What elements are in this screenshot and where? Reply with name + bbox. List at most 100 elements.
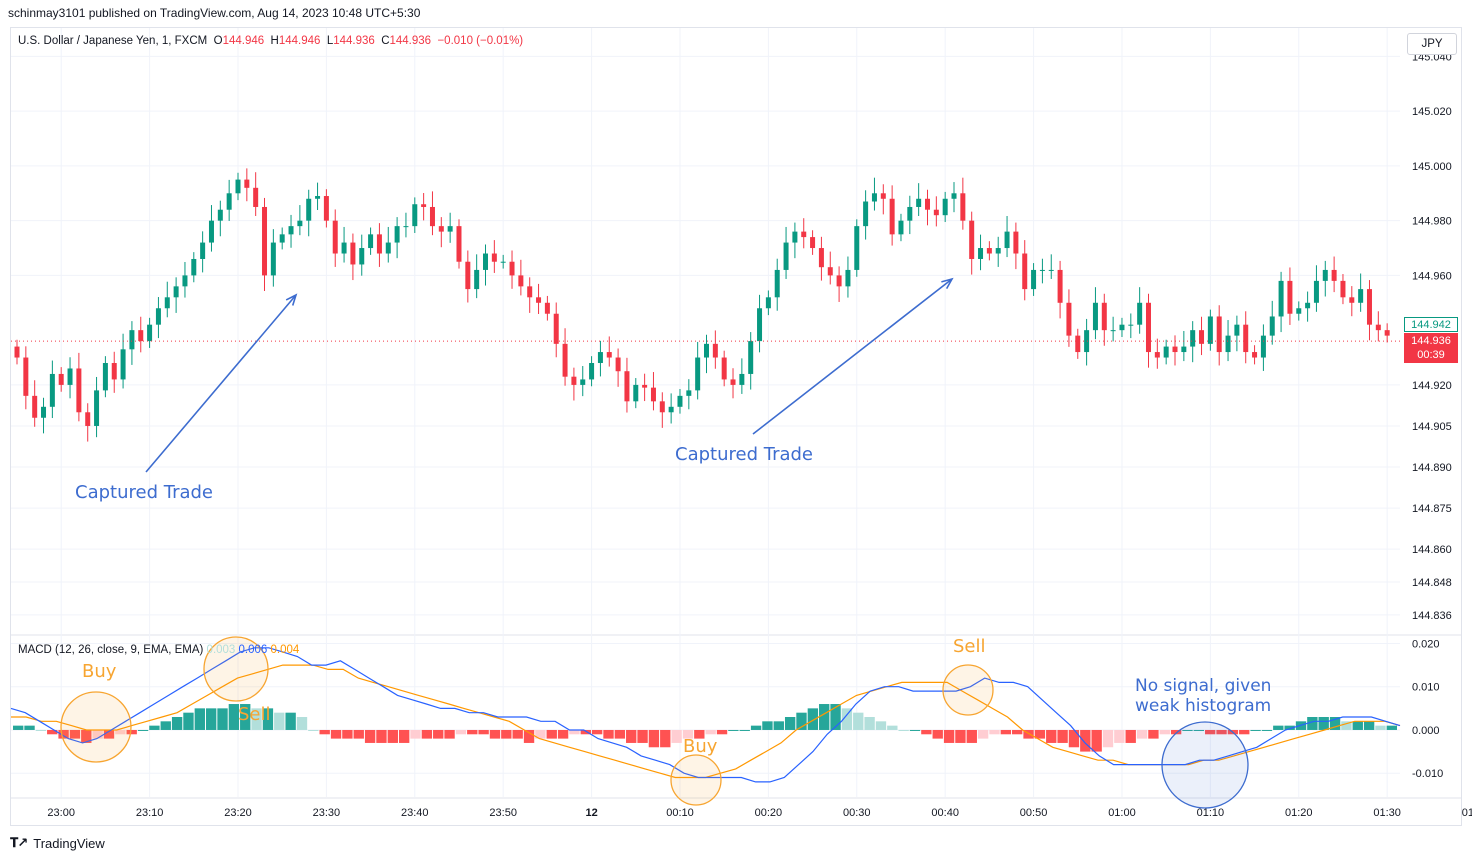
candle-body — [14, 346, 20, 358]
chart-frame — [10, 27, 1462, 826]
candle-body — [394, 226, 400, 243]
macd-histogram-bar — [205, 708, 217, 730]
candle-body — [553, 313, 559, 344]
sell-circle-2 — [942, 664, 994, 716]
candle-body — [332, 220, 338, 254]
high-label: H — [270, 35, 279, 47]
macd-histogram-bar — [1341, 721, 1352, 730]
candle-body — [253, 187, 259, 207]
macd-histogram-bar — [557, 729, 569, 739]
price-tick-label: 144.875 — [1412, 503, 1452, 515]
candle-body — [1092, 302, 1098, 331]
candle-body — [1128, 324, 1134, 326]
macd-histogram-bar — [1000, 729, 1012, 735]
macd-histogram-bar — [194, 708, 205, 730]
macd-histogram-bar — [81, 729, 92, 743]
candle-body — [191, 258, 197, 276]
macd-histogram-bar — [1273, 725, 1284, 730]
macd-histogram-bar — [943, 729, 955, 743]
candle-body — [960, 193, 966, 221]
macd-histogram-bar — [1193, 729, 1205, 731]
candle-body — [1340, 280, 1346, 298]
macd-histogram-bar — [750, 725, 762, 730]
time-tick-label: 00:40 — [931, 807, 959, 819]
macd-histogram-bar — [773, 721, 784, 730]
candle-body — [571, 376, 577, 385]
macd-histogram-bar — [796, 712, 807, 730]
buy-label-2: Buy — [683, 736, 718, 757]
candle-body — [58, 373, 64, 385]
price-axis: 145.040145.020145.000144.980144.960144.9… — [1412, 51, 1452, 780]
macd-histogram-bar — [1057, 729, 1068, 743]
candle-body — [288, 226, 294, 235]
macd-histogram-bar — [932, 729, 943, 739]
open-label: O — [213, 35, 223, 47]
candle-body — [1013, 231, 1019, 254]
candle-body — [818, 248, 824, 268]
macd-hist-value: 0.003 — [206, 644, 236, 656]
candle-body — [633, 384, 639, 402]
candle-body — [686, 390, 692, 396]
candle-body — [217, 209, 223, 221]
candle-body — [1039, 269, 1045, 271]
ohlc-legend: U.S. Dollar / Japanese Yen, 1, FXCM O 144… — [18, 35, 523, 47]
currency-button[interactable]: JPY — [1407, 33, 1457, 55]
candle-body — [456, 226, 462, 262]
macd-histogram-bar — [819, 704, 830, 730]
macd-histogram-bar — [694, 729, 705, 739]
candle-body — [854, 226, 860, 270]
macd-histogram-bar — [398, 729, 410, 743]
footer-brand[interactable]: TradingView — [33, 835, 105, 851]
candle-body — [341, 242, 347, 254]
symbol-title[interactable]: U.S. Dollar / Japanese Yen, 1, FXCM — [18, 35, 208, 47]
tradingview-logo-icon[interactable]: 𝐓↗ — [10, 835, 28, 850]
candle-body — [748, 341, 754, 374]
macd-histogram-bar — [887, 725, 898, 730]
candle-body — [102, 363, 108, 391]
time-tick-label: 12 — [585, 807, 597, 819]
candle-body — [650, 387, 656, 402]
buy-circle-2 — [670, 754, 722, 806]
footer: 𝐓↗ TradingView — [10, 835, 105, 851]
captured-trade-arrow-2 — [752, 278, 953, 435]
close-value: 144.936 — [389, 35, 432, 47]
macd-histogram-bar — [364, 729, 376, 743]
candle-body — [429, 206, 435, 227]
candle-body — [597, 352, 603, 364]
candle-body — [986, 248, 992, 254]
candle-body — [642, 384, 648, 388]
candle-body — [182, 275, 188, 287]
macd-histogram-bar — [115, 729, 126, 735]
candle-body — [1349, 297, 1355, 303]
macd-histogram-bar — [739, 729, 750, 731]
time-tick-label: 23:00 — [47, 807, 75, 819]
candle-body — [783, 242, 789, 270]
macd-title[interactable]: MACD (12, 26, close, 9, EMA, EMA) — [18, 644, 204, 656]
candle-body — [827, 267, 833, 276]
macd-histogram-bar — [489, 729, 501, 739]
macd-histogram-bar — [523, 729, 535, 743]
macd-histogram-bar — [535, 729, 546, 739]
close-label: C — [381, 35, 390, 47]
macd-histogram-bar — [1136, 729, 1148, 739]
candle-body — [792, 231, 798, 243]
captured-trade-arrow-1 — [145, 294, 297, 473]
candle-body — [200, 242, 206, 259]
candle-body — [889, 198, 895, 235]
buy-circle-1 — [60, 691, 132, 763]
candle-body — [49, 373, 55, 407]
macd-histogram-bar — [285, 712, 296, 730]
macd-histogram-bar — [591, 729, 603, 735]
candle-body — [606, 352, 612, 358]
candle-body — [465, 261, 471, 290]
macd-histogram-bar — [546, 729, 557, 739]
candle-body — [916, 198, 922, 207]
candle-body — [67, 368, 73, 385]
macd-histogram-bar — [1216, 729, 1227, 735]
candle-body — [1225, 335, 1231, 353]
candle-body — [810, 237, 816, 249]
candle-body — [1075, 335, 1081, 353]
candle-body — [147, 324, 153, 342]
macd-legend: MACD (12, 26, close, 9, EMA, EMA) 0.003 … — [18, 644, 299, 656]
